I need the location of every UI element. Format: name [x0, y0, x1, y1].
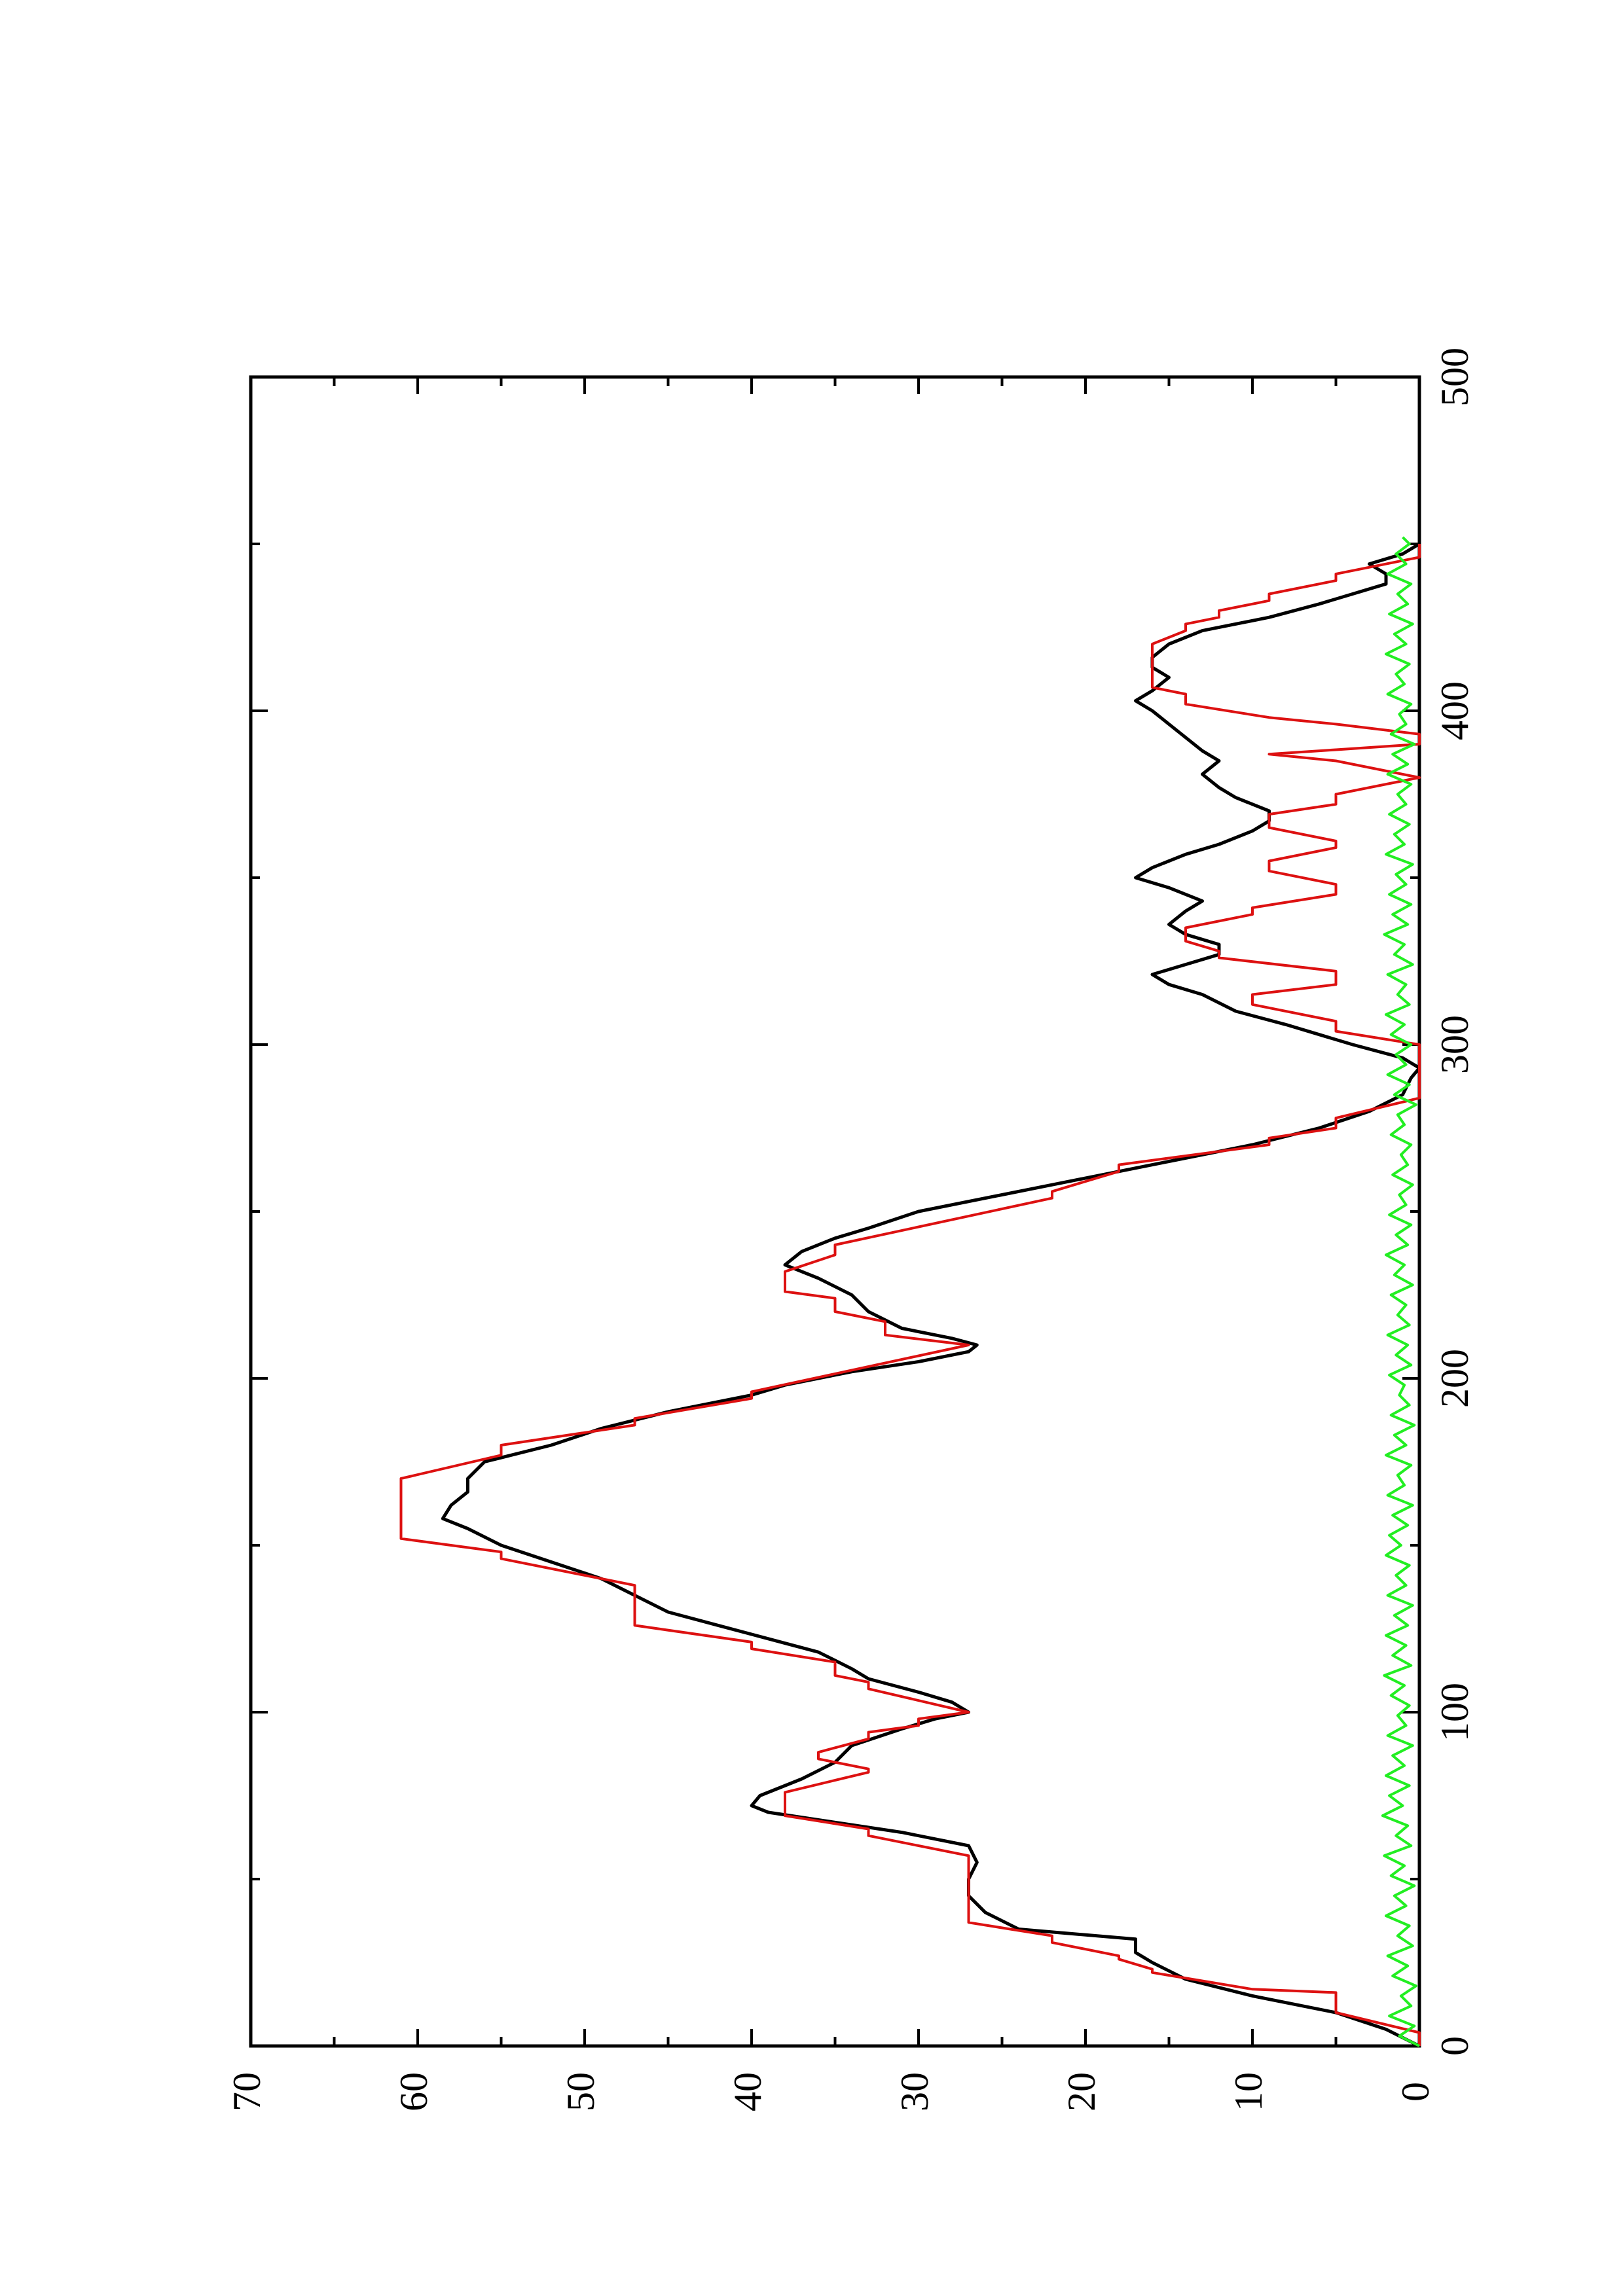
y-axis-tick-labels: 0 10 20 30 40 50 60 70 — [225, 2072, 1437, 2111]
y-tick-label: 20 — [1060, 2072, 1103, 2111]
y-tick-label: 10 — [1227, 2072, 1270, 2111]
series-line-1 — [441, 542, 1421, 2048]
y-tick-label: 70 — [225, 2072, 268, 2111]
axis-ticks — [249, 376, 1421, 2047]
y-tick-label: 30 — [893, 2072, 936, 2111]
series-line-3 — [1381, 536, 1420, 2047]
x-tick-label: 200 — [1433, 1349, 1476, 1408]
data-series — [399, 536, 1421, 2048]
x-axis-tick-labels: 0 100 200 300 400 500 — [1433, 348, 1476, 2056]
y-tick-label: 0 — [1394, 2082, 1437, 2102]
y-tick-label: 50 — [559, 2072, 602, 2111]
y-tick-label: 40 — [726, 2072, 769, 2111]
x-tick-label: 0 — [1433, 2036, 1476, 2056]
y-tick-label: 60 — [392, 2072, 435, 2111]
x-tick-label: 100 — [1433, 1683, 1476, 1742]
plot-frame — [249, 375, 1421, 2048]
x-tick-label: 300 — [1433, 1015, 1476, 1074]
x-tick-label: 500 — [1433, 348, 1476, 406]
x-tick-label: 400 — [1433, 681, 1476, 740]
series-line-2 — [399, 544, 1421, 2046]
